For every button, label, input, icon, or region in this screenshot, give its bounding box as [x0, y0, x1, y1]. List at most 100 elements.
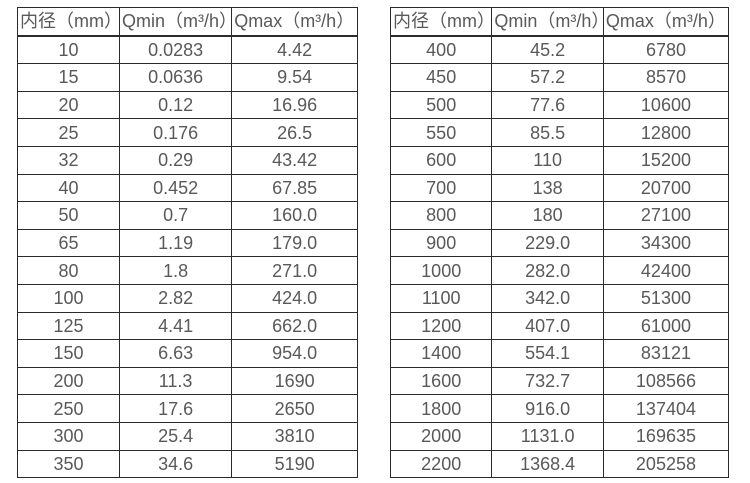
diameter-cell: 250	[17, 394, 120, 423]
table-header-row: 内径（mm） Qmin（m³/h） Qmax（m³/h）	[389, 6, 730, 37]
table-row: 900 229.0 34300	[389, 228, 730, 258]
diameter-cell: 1000	[389, 256, 493, 285]
qmin-cell: 110	[491, 145, 604, 175]
diameter-cell: 1400	[389, 339, 493, 368]
diameter-cell: 400	[389, 35, 493, 65]
qmin-cell: 11.3	[118, 366, 233, 396]
table-body: 10 0.0283 4.42 15 0.0636 9.54 20 0.12 16.96 25 0.1…	[17, 35, 358, 479]
qmax-cell: 9.54	[231, 63, 358, 92]
diameter-cell: 300	[17, 421, 120, 451]
qmin-cell: 45.2	[491, 35, 604, 65]
qmin-cell: 229.0	[491, 228, 604, 258]
qmax-cell: 3810	[231, 421, 358, 451]
table-row: 100 2.82 424.0	[17, 283, 358, 313]
qmax-cell: 42400	[602, 256, 730, 285]
qmin-cell: 25.4	[118, 421, 233, 451]
table-row: 50 0.7 160.0	[17, 201, 358, 230]
diameter-cell: 15	[17, 63, 120, 92]
qmax-cell: 20700	[602, 173, 730, 203]
table-row: 1000 282.0 42400	[389, 256, 730, 285]
table-row: 500 77.6 10600	[389, 90, 730, 120]
diameter-cell: 40	[17, 173, 120, 203]
qmin-cell: 0.0636	[118, 63, 233, 92]
table-row: 20 0.12 16.96	[17, 90, 358, 120]
flow-table-small-diameters: 内径（mm） Qmin（m³/h） Qmax（m³/h） 10 0.0283 4.4…	[17, 6, 358, 479]
qmax-cell: 43.42	[231, 145, 358, 175]
qmin-cell: 732.7	[491, 366, 604, 396]
diameter-cell: 25	[17, 118, 120, 147]
table-row: 125 4.41 662.0	[17, 311, 358, 341]
qmin-cell: 6.63	[118, 339, 233, 368]
qmin-cell: 77.6	[491, 90, 604, 120]
table-row: 2200 1368.4 205258	[389, 449, 730, 479]
flow-table-large-diameters: 内径（mm） Qmin（m³/h） Qmax（m³/h） 400 45.2 6780…	[389, 6, 730, 479]
table-row: 400 45.2 6780	[389, 35, 730, 65]
table-row: 350 34.6 5190	[17, 449, 358, 479]
qmin-cell: 0.12	[118, 90, 233, 120]
qmin-cell: 0.29	[118, 145, 233, 175]
table-row: 32 0.29 43.42	[17, 145, 358, 175]
qmax-cell: 5190	[231, 449, 358, 479]
table-row: 1800 916.0 137404	[389, 394, 730, 423]
diameter-cell: 80	[17, 256, 120, 285]
diameter-cell: 65	[17, 228, 120, 258]
qmin-cell: 916.0	[491, 394, 604, 423]
qmax-cell: 954.0	[231, 339, 358, 368]
table-row: 25 0.176 26.5	[17, 118, 358, 147]
diameter-cell: 2200	[389, 449, 493, 479]
table-row: 150 6.63 954.0	[17, 339, 358, 368]
table-row: 600 110 15200	[389, 145, 730, 175]
diameter-cell: 550	[389, 118, 493, 147]
qmax-cell: 424.0	[231, 283, 358, 313]
diameter-cell: 2000	[389, 421, 493, 451]
qmax-cell: 662.0	[231, 311, 358, 341]
qmax-cell: 8570	[602, 63, 730, 92]
qmin-cell: 342.0	[491, 283, 604, 313]
table-row: 450 57.2 8570	[389, 63, 730, 92]
qmin-cell: 1368.4	[491, 449, 604, 479]
diameter-cell: 10	[17, 35, 120, 65]
qmin-column-header: Qmin（m³/h）	[118, 6, 233, 37]
diameter-cell: 450	[389, 63, 493, 92]
diameter-column-header: 内径（mm）	[389, 6, 493, 37]
table-row: 250 17.6 2650	[17, 394, 358, 423]
qmax-cell: 61000	[602, 311, 730, 341]
qmax-cell: 15200	[602, 145, 730, 175]
diameter-cell: 100	[17, 283, 120, 313]
qmin-cell: 0.0283	[118, 35, 233, 65]
diameter-cell: 1600	[389, 366, 493, 396]
qmin-cell: 4.41	[118, 311, 233, 341]
diameter-cell: 20	[17, 90, 120, 120]
qmax-cell: 27100	[602, 201, 730, 230]
table-row: 80 1.8 271.0	[17, 256, 358, 285]
qmin-cell: 17.6	[118, 394, 233, 423]
qmax-cell: 205258	[602, 449, 730, 479]
qmax-cell: 179.0	[231, 228, 358, 258]
diameter-cell: 800	[389, 201, 493, 230]
qmax-cell: 67.85	[231, 173, 358, 203]
diameter-cell: 600	[389, 145, 493, 175]
qmin-cell: 57.2	[491, 63, 604, 92]
table-row: 200 11.3 1690	[17, 366, 358, 396]
qmin-cell: 1131.0	[491, 421, 604, 451]
diameter-cell: 125	[17, 311, 120, 341]
diameter-cell: 900	[389, 228, 493, 258]
qmax-cell: 271.0	[231, 256, 358, 285]
qmax-cell: 51300	[602, 283, 730, 313]
qmax-cell: 26.5	[231, 118, 358, 147]
diameter-cell: 500	[389, 90, 493, 120]
qmax-cell: 12800	[602, 118, 730, 147]
qmin-cell: 554.1	[491, 339, 604, 368]
table-row: 15 0.0636 9.54	[17, 63, 358, 92]
table-row: 1100 342.0 51300	[389, 283, 730, 313]
table-row: 1400 554.1 83121	[389, 339, 730, 368]
diameter-cell: 1200	[389, 311, 493, 341]
qmax-cell: 16.96	[231, 90, 358, 120]
table-row: 550 85.5 12800	[389, 118, 730, 147]
qmax-cell: 169635	[602, 421, 730, 451]
qmin-cell: 34.6	[118, 449, 233, 479]
qmin-column-header: Qmin（m³/h）	[491, 6, 604, 37]
table-row: 1600 732.7 108566	[389, 366, 730, 396]
qmin-cell: 0.176	[118, 118, 233, 147]
